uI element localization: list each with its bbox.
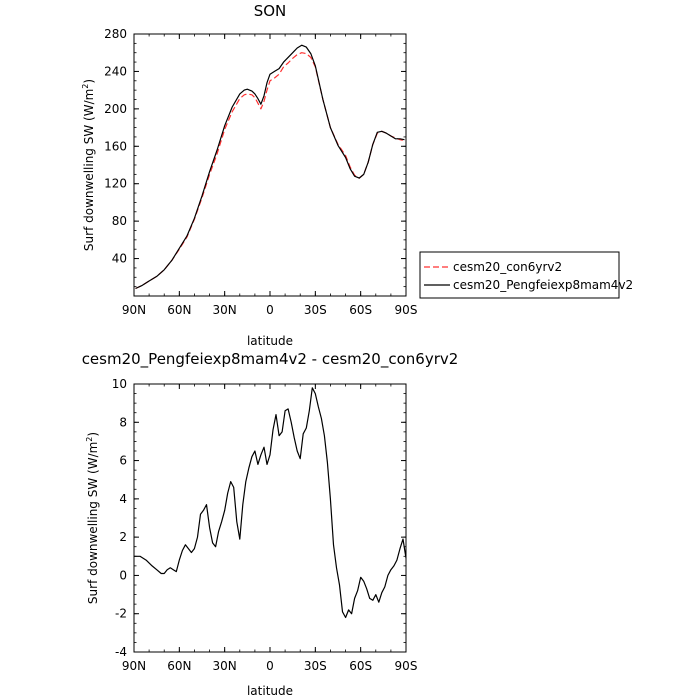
top-y-axis-label-text: Surf downwelling SW (W/m	[82, 89, 96, 251]
top-ytick-label: 160	[104, 139, 127, 153]
bottom-plot-frame	[133, 383, 407, 653]
bottom-ytick-label: 0	[119, 568, 127, 582]
bottom-series-group	[134, 387, 407, 619]
bottom-xtick-label: 90S	[395, 659, 418, 673]
top-xtick-label: 60S	[349, 303, 372, 317]
top-xtick-label: 30N	[213, 303, 237, 317]
legend-label-con6yrv2: cesm20_con6yrv2	[453, 260, 562, 274]
top-y-axis-label-sup: 2	[81, 84, 90, 89]
bottom-ytick-label: 8	[119, 415, 127, 429]
bottom-y-axis: -4 -2 0 2 4 6 8 10	[112, 377, 406, 659]
top-ytick-label: 240	[104, 64, 127, 78]
bottom-y-axis-label: Surf downwelling SW (W/m2)	[85, 432, 100, 604]
top-series-line-cesm20_Pengfeiexp8mam4v2	[135, 44, 405, 290]
top-x-axis-label: latitude	[247, 334, 293, 348]
bottom-x-axis: 90N 60N 30N 0 30S 60S 90S	[122, 384, 418, 673]
top-ytick-label: 80	[112, 214, 127, 228]
top-ytick-label: 280	[104, 27, 127, 41]
top-y-axis-label: Surf downwelling SW (W/m2)	[81, 79, 96, 251]
bottom-xtick-label: 30S	[304, 659, 327, 673]
top-ytick-label: 200	[104, 102, 127, 116]
top-plot-frame	[133, 33, 407, 297]
bottom-ytick-label: -4	[115, 645, 127, 659]
bottom-title: cesm20_Pengfeiexp8mam4v2 - cesm20_con6yr…	[82, 350, 459, 369]
bottom-panel: cesm20_Pengfeiexp8mam4v2 - cesm20_con6yr…	[82, 350, 459, 698]
bottom-y-axis-label-tail: )	[86, 432, 100, 437]
top-xtick-label: 90S	[395, 303, 418, 317]
legend-label-pengfei: cesm20_Pengfeiexp8mam4v2	[453, 278, 633, 292]
bottom-ytick-label: 10	[112, 377, 127, 391]
bottom-xtick-label: 60N	[167, 659, 191, 673]
legend-box	[419, 251, 620, 299]
bottom-xtick-label: 0	[266, 659, 274, 673]
top-y-axis: 40 80 120 160 200 240 280	[104, 27, 406, 297]
bottom-xtick-label: 30N	[213, 659, 237, 673]
bottom-ytick-label: 4	[119, 492, 127, 506]
top-x-axis: 90N 60N 30N 0 30S 60S 90S	[122, 34, 418, 317]
legend: cesm20_con6yrv2 cesm20_Pengfeiexp8mam4v2	[419, 251, 633, 299]
top-xtick-label: 0	[266, 303, 274, 317]
bottom-xtick-label: 60S	[349, 659, 372, 673]
bottom-y-axis-label-sup: 2	[85, 437, 94, 442]
bottom-ytick-label: -2	[115, 607, 127, 621]
bottom-ytick-label: 2	[119, 530, 127, 544]
top-ytick-label: 120	[104, 177, 127, 191]
top-y-axis-label-tail: )	[82, 79, 96, 84]
bottom-ytick-label: 6	[119, 454, 127, 468]
top-ytick-label: 40	[112, 252, 127, 266]
bottom-y-axis-label-text: Surf downwelling SW (W/m	[86, 442, 100, 604]
bottom-xtick-label: 90N	[122, 659, 146, 673]
top-xtick-label: 90N	[122, 303, 146, 317]
bottom-series-line-series-0	[134, 387, 407, 619]
top-title: SON	[254, 2, 287, 20]
top-series-group	[135, 44, 405, 290]
top-panel: SON 40 80 120 160 200 240 280 90N 60N 30N 0 30S 60S…	[81, 2, 417, 348]
top-xtick-label: 60N	[167, 303, 191, 317]
top-xtick-label: 30S	[304, 303, 327, 317]
bottom-x-axis-label: latitude	[247, 684, 293, 698]
